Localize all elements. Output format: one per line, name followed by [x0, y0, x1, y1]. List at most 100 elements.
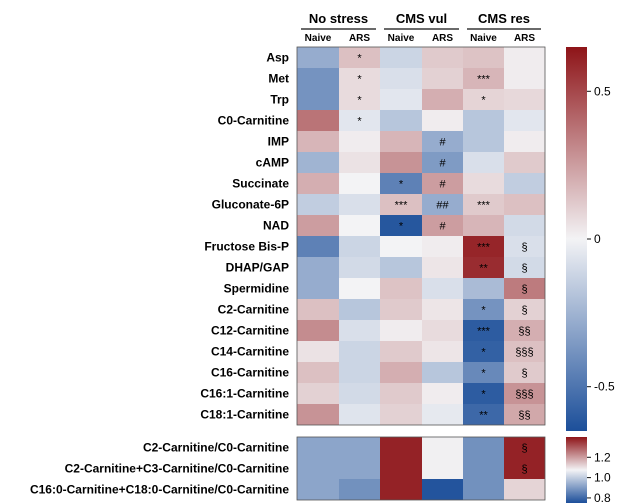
ratio-cell: [380, 458, 422, 479]
heatmap-row-label: IMP: [268, 135, 289, 149]
heatmap-cell: [504, 89, 545, 110]
heatmap-significance-mark: §§: [518, 326, 530, 338]
heatmap-cell: [297, 110, 339, 131]
heatmap-cell: [380, 341, 422, 362]
heatmap-significance-mark: #: [439, 221, 446, 233]
heatmap-cell: [422, 131, 463, 152]
heatmap-cell: [380, 320, 422, 341]
heatmap-significance-mark: §§: [518, 410, 530, 422]
heatmap-cell: [463, 131, 504, 152]
heatmap-significance-mark: #: [439, 158, 446, 170]
heatmap-cell: [504, 278, 545, 299]
heatmap-cell: [297, 299, 339, 320]
heatmap-significance-mark: ***: [395, 200, 409, 212]
ratio-cell: [463, 458, 504, 479]
heatmap-cell: [297, 131, 339, 152]
main-colorbar: [566, 47, 587, 431]
heatmap-cell: [339, 404, 380, 425]
heatmap-row-label: Gluconate-6P: [212, 198, 289, 212]
ratio-significance-mark: §: [521, 464, 527, 476]
heatmap-cell: [422, 89, 463, 110]
heatmap-cell: [504, 47, 545, 68]
heatmap-cell: [339, 173, 380, 194]
heatmap-significance-mark: §§§: [515, 347, 533, 359]
heatmap-cell: [504, 68, 545, 89]
heatmap-cell: [463, 194, 504, 215]
heatmap-cell: [422, 110, 463, 131]
heatmap-cell: [504, 299, 545, 320]
heatmap-significance-mark: #: [439, 179, 446, 191]
heatmap-cell: [463, 278, 504, 299]
heatmap-cell: [504, 215, 545, 236]
heatmap-cell: [297, 383, 339, 404]
heatmap-cell: [504, 257, 545, 278]
heatmap-cell: [380, 89, 422, 110]
heatmap-row-label: C12-Carnitine: [211, 324, 289, 338]
heatmap-cell: [339, 110, 380, 131]
heatmap-cell: [297, 320, 339, 341]
heatmap-cell: [339, 341, 380, 362]
heatmap-cell: [463, 320, 504, 341]
ratio-cell: [422, 458, 463, 479]
heatmap-significance-mark: *: [481, 95, 486, 107]
heatmap-cell: [463, 404, 504, 425]
heatmap-cell: [463, 236, 504, 257]
column-group-label: No stress: [309, 11, 368, 26]
heatmap-significance-mark: *: [357, 74, 362, 86]
heatmap-significance-mark: *: [357, 95, 362, 107]
column-group-label: CMS vul: [396, 11, 447, 26]
heatmap-cell: [380, 362, 422, 383]
heatmap-cell: [339, 131, 380, 152]
heatmap-cell: [504, 110, 545, 131]
heatmap-cell: [463, 68, 504, 89]
heatmap-significance-mark: *: [481, 347, 486, 359]
heatmap-cell: [422, 68, 463, 89]
heatmap-cell: [297, 194, 339, 215]
heatmap-cell: [422, 383, 463, 404]
ratio-cell: [380, 437, 422, 458]
heatmap-significance-mark: *: [481, 305, 486, 317]
heatmap-cell: [422, 236, 463, 257]
heatmap-significance-mark: ***: [477, 326, 491, 338]
heatmap-cell: [339, 194, 380, 215]
heatmap-row-label: DHAP/GAP: [226, 261, 289, 275]
ratio-cell: [339, 458, 380, 479]
ratio-cell: [339, 479, 380, 500]
column-label: ARS: [349, 33, 370, 44]
heatmap-cell: [297, 341, 339, 362]
heatmap-cell: [504, 320, 545, 341]
heatmap-cell: [422, 320, 463, 341]
ratio-cell: [463, 437, 504, 458]
heatmap-row-label: cAMP: [256, 156, 289, 170]
heatmap-row-label: NAD: [263, 219, 289, 233]
heatmap-cell: [339, 320, 380, 341]
heatmap-significance-mark: *: [399, 179, 404, 191]
heatmap-cell: [380, 299, 422, 320]
heatmap-row-label: C2-Carnitine: [218, 303, 290, 317]
heatmap-cell: [339, 278, 380, 299]
ratio-colorbar-tick-label: 1.2: [594, 450, 611, 464]
heatmap-significance-mark: §: [521, 284, 527, 296]
heatmap-significance-mark: §: [521, 242, 527, 254]
ratio-cell: [463, 479, 504, 500]
heatmap-cell: [422, 152, 463, 173]
ratio-cell: [422, 479, 463, 500]
heatmap-row-label: C0-Carnitine: [218, 114, 290, 128]
heatmap-significance-mark: §§§: [515, 389, 533, 401]
heatmap-significance-mark: §: [521, 263, 527, 275]
heatmap-cell: [339, 362, 380, 383]
heatmap-row-label: Asp: [266, 51, 289, 65]
heatmap-cell: [339, 383, 380, 404]
heatmap-significance-mark: *: [481, 389, 486, 401]
ratio-colorbar-tick-label: 1.0: [594, 471, 611, 485]
heatmap-significance-mark: ***: [477, 200, 491, 212]
heatmap-cell: [504, 236, 545, 257]
ratio-frame: [296, 436, 546, 501]
ratio-cell: [380, 479, 422, 500]
heatmap-cell: [380, 215, 422, 236]
heatmap-cell: [422, 341, 463, 362]
ratio-colorbar-tick-label: 0.8: [594, 491, 611, 503]
heatmap-row-label: C16:1-Carnitine: [200, 387, 289, 401]
heatmap-significance-mark: §: [521, 305, 527, 317]
column-group-label: CMS res: [478, 11, 530, 26]
